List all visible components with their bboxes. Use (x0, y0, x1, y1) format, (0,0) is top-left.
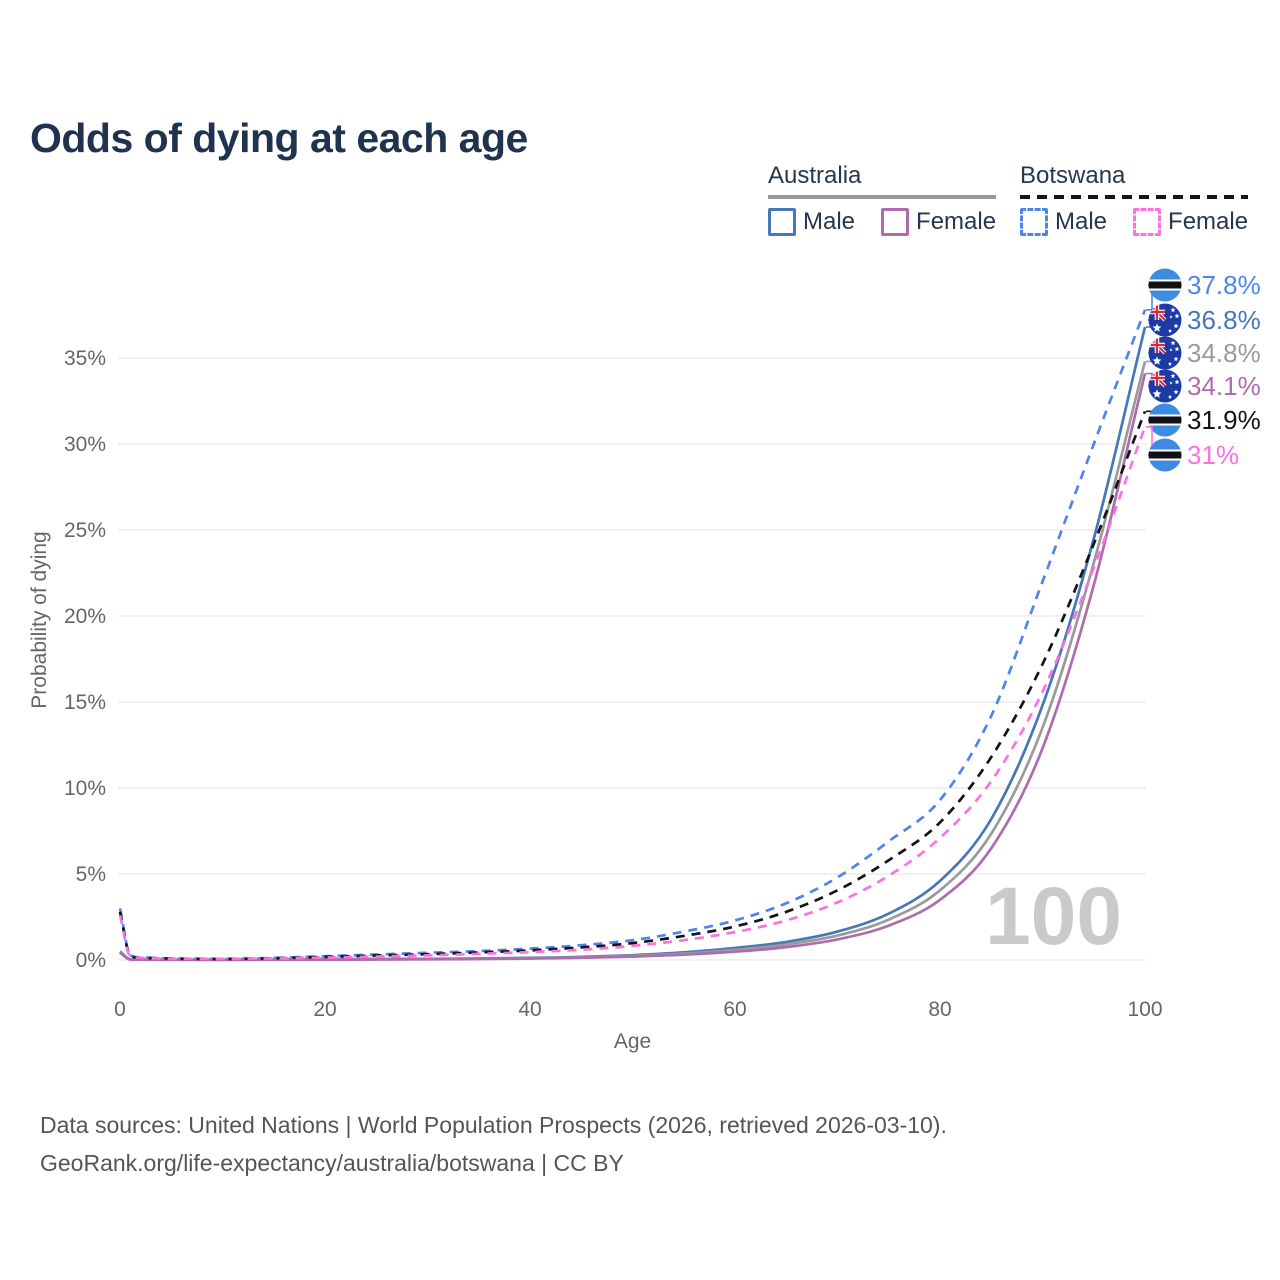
end-label-australia-female[interactable]: 34.1% (1148, 369, 1261, 403)
botswana-female-swatch-icon (1133, 208, 1162, 236)
legend-item-botswana-female[interactable]: Female (1133, 208, 1248, 236)
x-tick-label: 100 (1127, 998, 1162, 1021)
legend-item-label: Female (916, 208, 997, 235)
attribution-link-text[interactable]: GeoRank.org/life-expectancy/australia/bo… (40, 1150, 624, 1176)
watermark-age-100: 100 (985, 871, 1122, 962)
series-line-botswana-male[interactable] (118, 309, 1147, 961)
legend-item-botswana-male[interactable]: Male (1020, 208, 1107, 236)
series-line-botswana-female[interactable] (118, 426, 1147, 961)
australia-flag-icon (1148, 336, 1182, 370)
end-label-botswana-male[interactable]: 37.8% (1148, 268, 1261, 302)
legend-group-botswana: Botswana Male Female (1020, 162, 1249, 236)
legend-item-australia-female[interactable]: Female (881, 208, 996, 236)
end-label-value: 31.9% (1187, 405, 1261, 435)
end-label-australia-both[interactable]: 34.8% (1148, 336, 1261, 370)
legend-item-label: Male (1055, 208, 1108, 235)
australia-line-style-sample (768, 195, 997, 199)
x-tick-label: 0 (114, 998, 126, 1021)
australia-flag-icon (1148, 303, 1182, 337)
end-label-value: 34.8% (1187, 338, 1261, 368)
page-title: Odds of dying at each age (30, 115, 528, 162)
end-label-australia-male[interactable]: 36.8% (1148, 303, 1261, 337)
y-tick-label: 30% (64, 433, 106, 456)
y-axis-title: Probability of dying (28, 531, 51, 708)
x-axis-title: Age (614, 1030, 651, 1053)
end-label-value: 37.8% (1187, 270, 1261, 300)
y-tick-label: 35% (64, 347, 106, 370)
y-tick-label: 20% (64, 605, 106, 628)
x-tick-label: 60 (723, 998, 746, 1021)
footer: Data sources: United Nations | World Pop… (40, 1106, 947, 1182)
legend-country-label[interactable]: Australia (768, 162, 862, 189)
y-tick-label: 25% (64, 519, 106, 542)
legend-item-label: Male (803, 208, 856, 235)
y-tick-label: 0% (76, 949, 106, 972)
y-tick-label: 5% (76, 863, 106, 886)
australia-flag-icon (1148, 369, 1182, 403)
botswana-line-style-sample (1020, 195, 1249, 199)
legend-item-label: Female (1168, 208, 1249, 235)
botswana-male-swatch-icon (1020, 208, 1048, 236)
plot-area[interactable] (118, 260, 1146, 960)
mortality-chart[interactable]: 0% 5% 10% 15% 20% 25% 30% 35% 0 20 40 60 80 100 Age Pro… (0, 0, 1280, 1090)
x-tick-label: 20 (313, 998, 336, 1021)
australia-male-swatch-icon (768, 208, 796, 236)
botswana-flag-icon (1148, 438, 1182, 472)
end-label-value: 31% (1187, 440, 1239, 470)
legend-group-australia: Australia Male Female (768, 162, 997, 236)
y-tick-label: 15% (64, 691, 106, 714)
y-tick-label: 10% (64, 777, 106, 800)
end-label-botswana-both[interactable]: 31.9% (1148, 403, 1261, 437)
x-tick-label: 40 (518, 998, 541, 1021)
australia-female-swatch-icon (881, 208, 910, 236)
series-line-botswana-both[interactable] (118, 410, 1147, 961)
legend-item-australia-male[interactable]: Male (768, 208, 855, 236)
end-label-botswana-female[interactable]: 31% (1148, 438, 1239, 472)
end-label-value: 34.1% (1187, 371, 1261, 401)
legend-country-label[interactable]: Botswana (1020, 162, 1126, 189)
end-label-value: 36.8% (1187, 305, 1261, 335)
data-sources-text: Data sources: United Nations | World Pop… (40, 1112, 947, 1138)
botswana-flag-icon (1148, 403, 1182, 437)
x-tick-label: 80 (928, 998, 951, 1021)
botswana-flag-icon (1148, 268, 1182, 302)
